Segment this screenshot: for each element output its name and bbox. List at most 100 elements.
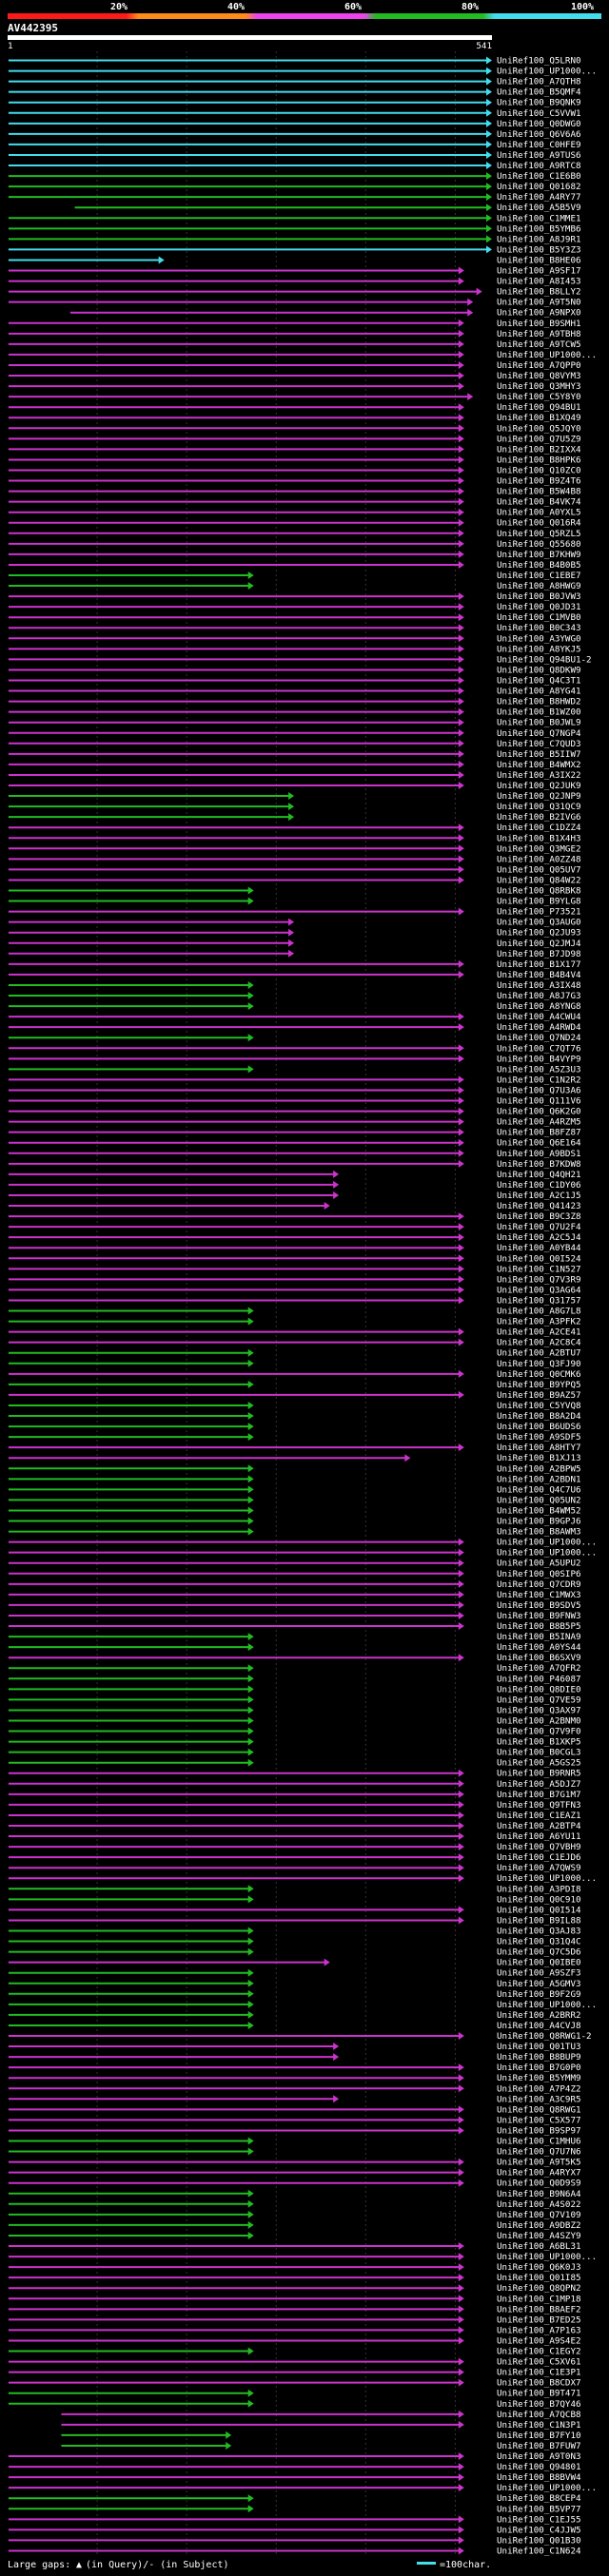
- hit-label[interactable]: UniRef100_B8HPK6: [497, 455, 581, 465]
- hit-row[interactable]: UniRef100_A9DBZ2: [8, 2220, 581, 2231]
- hit-label[interactable]: UniRef100_A8I453: [497, 277, 581, 287]
- hit-label[interactable]: UniRef100_Q9TFN3: [497, 1800, 581, 1811]
- hit-row[interactable]: UniRef100_C1MWX3: [8, 1590, 581, 1600]
- hit-label[interactable]: UniRef100_Q6V6A6: [497, 129, 581, 140]
- hit-row[interactable]: UniRef100_B8AWM3: [8, 1527, 581, 1538]
- hit-label[interactable]: UniRef100_B7KHW9: [497, 550, 581, 560]
- hit-label[interactable]: UniRef100_C1MVB0: [497, 612, 581, 623]
- hit-row[interactable]: UniRef100_C1N527: [8, 1264, 581, 1274]
- hit-label[interactable]: UniRef100_A4S022: [497, 2199, 581, 2210]
- hit-row[interactable]: UniRef100_C1N624: [8, 2546, 581, 2556]
- hit-label[interactable]: UniRef100_Q5RZL5: [497, 529, 581, 539]
- hit-label[interactable]: UniRef100_UP1000...: [497, 67, 597, 77]
- hit-label[interactable]: UniRef100_B8AWM3: [497, 1527, 581, 1538]
- hit-row[interactable]: UniRef100_Q7U3A6: [8, 1085, 581, 1095]
- hit-row[interactable]: UniRef100_A9SDF5: [8, 1432, 581, 1443]
- hit-row[interactable]: UniRef100_A0YS44: [8, 1642, 581, 1653]
- hit-label[interactable]: UniRef100_UP1000...: [497, 1873, 597, 1884]
- hit-label[interactable]: UniRef100_A4CWU4: [497, 1012, 581, 1022]
- hit-label[interactable]: UniRef100_A4CVJ8: [497, 2021, 581, 2031]
- hit-row[interactable]: UniRef100_Q111V6: [8, 1096, 581, 1107]
- hit-label[interactable]: UniRef100_A3YWG0: [497, 633, 581, 644]
- hit-row[interactable]: UniRef100_C1E3P1: [8, 2368, 581, 2378]
- hit-row[interactable]: UniRef100_A4RZM5: [8, 1117, 581, 1128]
- hit-label[interactable]: UniRef100_A2C5J4: [497, 1232, 581, 1243]
- hit-row[interactable]: UniRef100_UP1000...: [8, 2252, 597, 2262]
- hit-row[interactable]: UniRef100_B7JD98: [8, 949, 581, 959]
- hit-row[interactable]: UniRef100_A9S4E2: [8, 2335, 581, 2346]
- hit-label[interactable]: UniRef100_C1E3P1: [497, 2368, 581, 2378]
- hit-row[interactable]: UniRef100_B6UDS6: [8, 1422, 581, 1432]
- hit-label[interactable]: UniRef100_B5QMF4: [497, 87, 581, 98]
- hit-row[interactable]: UniRef100_B4WM52: [8, 1505, 581, 1516]
- hit-label[interactable]: UniRef100_A2BTP4: [497, 1821, 581, 1831]
- hit-row[interactable]: UniRef100_C1MME1: [8, 213, 581, 223]
- hit-label[interactable]: UniRef100_Q016R4: [497, 518, 581, 529]
- hit-row[interactable]: UniRef100_Q5RZL5: [8, 529, 581, 539]
- hit-row[interactable]: UniRef100_B9F2G9: [8, 1989, 581, 2000]
- hit-row[interactable]: UniRef100_A8HWG9: [8, 581, 581, 591]
- hit-row[interactable]: UniRef100_Q0CMK6: [8, 1369, 581, 1380]
- hit-label[interactable]: UniRef100_A5B5V9: [497, 203, 581, 213]
- hit-row[interactable]: UniRef100_Q5LRN0: [8, 56, 581, 67]
- hit-label[interactable]: UniRef100_A8YG41: [497, 687, 581, 697]
- hit-label[interactable]: UniRef100_Q3AUG0: [497, 918, 581, 928]
- hit-row[interactable]: UniRef100_Q05UN2: [8, 1495, 581, 1505]
- hit-label[interactable]: UniRef100_Q0C910: [497, 1894, 581, 1905]
- hit-row[interactable]: UniRef100_Q05UV7: [8, 864, 581, 875]
- hit-label[interactable]: UniRef100_Q6K2G0: [497, 1107, 581, 1117]
- hit-row[interactable]: UniRef100_A9NPX0: [69, 308, 581, 319]
- hit-row[interactable]: UniRef100_Q8RWG1: [8, 2104, 581, 2115]
- hit-label[interactable]: UniRef100_A9BDS1: [497, 1149, 581, 1159]
- hit-label[interactable]: UniRef100_Q4C3T1: [497, 676, 581, 687]
- hit-label[interactable]: UniRef100_A0YS44: [497, 1642, 581, 1653]
- hit-label[interactable]: UniRef100_B7JD98: [497, 949, 581, 959]
- hit-label[interactable]: UniRef100_P73521: [497, 907, 581, 918]
- hit-label[interactable]: UniRef100_A9TCW5: [497, 339, 581, 350]
- hit-row[interactable]: UniRef100_C1EJD6: [8, 1852, 581, 1863]
- hit-row[interactable]: UniRef100_A6BL31: [8, 2241, 581, 2252]
- hit-row[interactable]: UniRef100_Q0IBE0: [8, 1958, 581, 1968]
- hit-label[interactable]: UniRef100_B6UDS6: [497, 1422, 581, 1432]
- hit-label[interactable]: UniRef100_Q2JMJ4: [497, 939, 581, 949]
- hit-row[interactable]: UniRef100_A8J9R1: [8, 234, 581, 244]
- hit-row[interactable]: UniRef100_A5Z3U3: [8, 1064, 581, 1075]
- hit-label[interactable]: UniRef100_C1MME1: [497, 213, 581, 223]
- hit-row[interactable]: UniRef100_B8AEF2: [8, 2304, 581, 2315]
- hit-label[interactable]: UniRef100_A9T5K5: [497, 2158, 581, 2168]
- hit-row[interactable]: UniRef100_B7G0P0: [8, 2063, 581, 2073]
- hit-row[interactable]: UniRef100_A8HTY7: [8, 1443, 581, 1453]
- hit-label[interactable]: UniRef100_B1XKP5: [497, 1737, 581, 1748]
- hit-label[interactable]: UniRef100_C1EBE7: [497, 571, 581, 581]
- hit-label[interactable]: UniRef100_C1N2R2: [497, 1075, 581, 1085]
- hit-label[interactable]: UniRef100_B7QY46: [497, 2399, 581, 2410]
- hit-label[interactable]: UniRef100_B4B0B5: [497, 560, 581, 571]
- hit-row[interactable]: UniRef100_Q94BU1-2: [8, 654, 592, 665]
- hit-label[interactable]: UniRef100_C1E6B0: [497, 171, 581, 182]
- hit-row[interactable]: UniRef100_B8HPK6: [8, 455, 581, 465]
- hit-row[interactable]: UniRef100_A9T0N3: [8, 2451, 581, 2462]
- hit-label[interactable]: UniRef100_A4SZY9: [497, 2231, 581, 2241]
- hit-label[interactable]: UniRef100_A7QCB8: [497, 2410, 581, 2420]
- hit-row[interactable]: UniRef100_Q5JQY0: [8, 423, 581, 434]
- hit-row[interactable]: UniRef100_B8HWD2: [8, 697, 581, 707]
- hit-label[interactable]: UniRef100_Q0D9S9: [497, 2179, 581, 2189]
- hit-label[interactable]: UniRef100_B9AZ57: [497, 1390, 581, 1401]
- hit-row[interactable]: UniRef100_B5IIW7: [8, 749, 581, 760]
- hit-label[interactable]: UniRef100_Q6K0J3: [497, 2262, 581, 2273]
- hit-row[interactable]: UniRef100_A2CE41: [8, 1327, 581, 1338]
- hit-row[interactable]: UniRef100_C1MP18: [8, 2294, 581, 2304]
- hit-label[interactable]: UniRef100_B8BVW4: [497, 2472, 581, 2483]
- hit-row[interactable]: UniRef100_Q7NGP4: [8, 728, 581, 739]
- hit-row[interactable]: UniRef100_A2BPW5: [8, 1463, 581, 1474]
- hit-row[interactable]: UniRef100_B5QMF4: [8, 87, 581, 98]
- hit-label[interactable]: UniRef100_A7QTH8: [497, 77, 581, 87]
- hit-row[interactable]: UniRef100_Q10ZC0: [8, 465, 581, 475]
- hit-label[interactable]: UniRef100_A9S4E2: [497, 2335, 581, 2346]
- hit-row[interactable]: UniRef100_B1WZ00: [8, 707, 581, 718]
- hit-label[interactable]: UniRef100_A4RWD4: [497, 1022, 581, 1033]
- hit-label[interactable]: UniRef100_B0C343: [497, 623, 581, 633]
- hit-row[interactable]: UniRef100_A5B5V9: [74, 203, 581, 213]
- hit-label[interactable]: UniRef100_UP1000...: [497, 2000, 597, 2010]
- hit-row[interactable]: UniRef100_A3YWG0: [8, 633, 581, 644]
